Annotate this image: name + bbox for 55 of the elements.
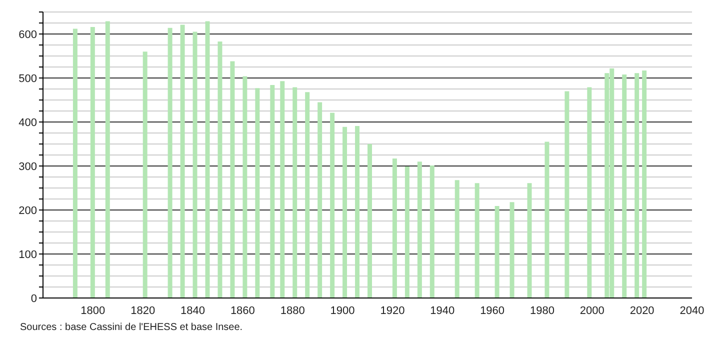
bar [342,126,348,298]
bar [218,41,222,298]
bar [564,91,570,298]
bar [634,73,640,298]
bar [280,81,285,298]
y-tick-label: 400 [18,116,37,129]
bar [168,28,172,298]
x-tick-label: 1900 [330,304,355,317]
y-tick-label: 100 [18,248,37,261]
y-tick-label: 500 [18,72,37,85]
y-tick-label: 0 [30,292,37,305]
bar [454,180,460,298]
bar [510,202,514,298]
bar [72,28,78,298]
y-tick-label: 200 [18,204,37,217]
bar [544,142,550,298]
bar [368,144,372,298]
x-tick-label: 2040 [680,304,704,317]
source-note: Sources : base Cassini de l'EHESS et base Insee. [20,322,244,333]
bar [404,166,410,298]
x-tick-label: 1840 [180,304,206,317]
y-tick-label: 300 [18,160,37,173]
bar [105,21,110,298]
y-tick-label: 600 [18,28,37,41]
bar [255,88,260,298]
bar [355,126,360,298]
x-tick-label: 1860 [230,304,255,317]
bar [642,70,647,298]
x-tick-label: 1960 [480,304,505,317]
bar [417,162,422,298]
x-tick-label: 1940 [430,304,455,317]
bar [587,87,592,298]
x-tick-label: 2000 [580,304,604,317]
bar [192,32,198,298]
x-tick-label: 1880 [280,304,305,317]
bar [242,76,248,298]
bar [142,52,148,298]
bar [622,74,627,298]
bar [392,158,397,298]
bar [180,24,185,298]
bar [318,102,322,298]
bar [494,206,500,298]
bar [430,166,434,298]
x-tick-label: 1920 [380,304,405,317]
x-tick-label: 1800 [80,304,106,317]
x-tick-label: 2020 [630,304,654,317]
bar [305,92,310,298]
bar [292,87,298,298]
bar [230,61,235,298]
bar [474,183,480,298]
bar [270,85,275,298]
bar [90,26,95,298]
x-tick-label: 1980 [530,304,554,317]
bar [330,112,335,298]
x-tick-label: 1820 [130,304,156,317]
